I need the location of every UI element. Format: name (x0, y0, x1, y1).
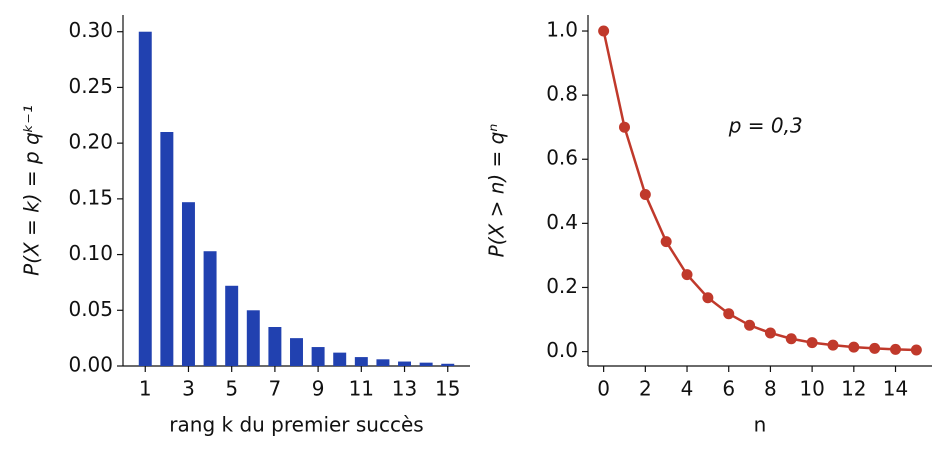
bar (333, 352, 347, 366)
y-tick-label: 0.2 (546, 274, 578, 298)
y-tick-label: 0.6 (546, 146, 578, 170)
bar (441, 363, 455, 366)
bar (181, 202, 195, 366)
y-tick-label: 0.30 (68, 18, 113, 42)
point (681, 269, 693, 281)
bar (419, 362, 433, 366)
y-tick-label: 0.8 (546, 82, 578, 106)
bar (268, 327, 282, 366)
point (848, 341, 860, 353)
point (806, 337, 818, 349)
point (618, 121, 630, 133)
bar (160, 132, 174, 366)
point (639, 189, 651, 201)
point (869, 342, 881, 354)
y-tick-label: 0.0 (546, 338, 578, 362)
point (660, 236, 672, 248)
x-tick-label: 0 (597, 377, 610, 401)
x-tick-label: 4 (681, 377, 694, 401)
y-axis-label: P(X > n) = qⁿ (485, 124, 509, 258)
y-tick-label: 0.25 (68, 74, 113, 98)
bar (138, 31, 152, 366)
y-tick-label: 0.15 (68, 185, 113, 209)
bar (246, 310, 260, 366)
y-tick-label: 0.00 (68, 353, 113, 377)
bar (311, 347, 325, 366)
bar (398, 361, 412, 366)
point (723, 308, 735, 320)
x-axis-label: n (754, 413, 767, 437)
y-axis-label: P(X = k) = p qᵏ⁻¹ (20, 105, 44, 276)
bar (354, 357, 368, 366)
bar (203, 251, 217, 366)
x-tick-label: 2 (639, 377, 652, 401)
point (827, 339, 839, 351)
x-tick-label: 14 (883, 377, 908, 401)
y-tick-label: 0.4 (546, 210, 578, 234)
point (910, 344, 922, 356)
x-tick-label: 8 (764, 377, 777, 401)
x-tick-label: 10 (799, 377, 824, 401)
y-tick-label: 1.0 (546, 18, 578, 42)
x-tick-label: 1 (139, 377, 152, 401)
x-tick-label: 11 (349, 377, 374, 401)
point (785, 333, 797, 345)
bar (376, 359, 390, 366)
x-axis-label: rang k du premier succès (169, 413, 423, 437)
point (744, 319, 756, 331)
y-tick-label: 0.20 (68, 130, 113, 154)
line (602, 30, 917, 352)
y-tick-label: 0.10 (68, 241, 113, 265)
x-tick-label: 13 (392, 377, 417, 401)
x-tick-label: 12 (841, 377, 866, 401)
x-tick-label: 5 (225, 377, 238, 401)
x-tick-label: 6 (722, 377, 735, 401)
bar (290, 338, 303, 366)
point (702, 292, 714, 304)
x-tick-label: 15 (435, 377, 460, 401)
point (890, 343, 902, 355)
annotation: p = 0,3 (728, 114, 803, 138)
x-tick-label: 7 (269, 377, 282, 401)
bar (225, 285, 239, 366)
x-tick-label: 9 (312, 377, 325, 401)
point (764, 327, 776, 339)
x-tick-label: 3 (182, 377, 195, 401)
point (598, 25, 610, 37)
y-tick-label: 0.05 (68, 297, 113, 321)
